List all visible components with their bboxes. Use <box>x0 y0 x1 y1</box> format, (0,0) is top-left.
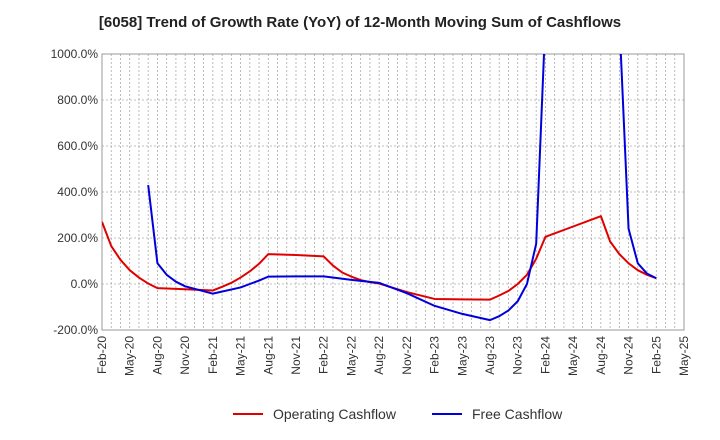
series-line-free-cashflow <box>147 54 657 322</box>
x-tick-label: Nov-24 <box>622 336 636 375</box>
y-tick-labels: -200.0% 0.0% 200.0% 400.0% 600.0% 800.0% 1000.… <box>51 47 99 337</box>
y-tick-label: 800.0% <box>57 93 98 107</box>
x-tick-label: May-20 <box>123 336 137 376</box>
x-tick-label: Aug-22 <box>372 336 386 375</box>
y-tick-label: 200.0% <box>57 231 98 245</box>
y-tick-label: 600.0% <box>57 139 98 153</box>
x-tick-label: May-21 <box>234 336 248 376</box>
x-tick-label: Feb-24 <box>538 336 552 374</box>
y-tick-label: -200.0% <box>53 323 98 337</box>
series-lines <box>102 54 657 322</box>
y-tick-label: 1000.0% <box>51 47 99 61</box>
y-tick-label: 400.0% <box>57 185 98 199</box>
x-tick-label: Nov-23 <box>511 336 525 375</box>
chart-title: [6058] Trend of Growth Rate (YoY) of 12-… <box>98 14 622 31</box>
x-tick-label: Aug-20 <box>150 336 164 375</box>
x-tick-label: Feb-23 <box>428 336 442 374</box>
x-tick-label: Feb-20 <box>95 336 109 374</box>
x-tick-label: Nov-22 <box>400 336 414 375</box>
x-tick-labels: Feb-20 May-20 Aug-20 Nov-20 Feb-21 May-21 Aug-… <box>95 336 691 376</box>
x-tick-label: Feb-25 <box>649 336 663 374</box>
x-tick-label: May-24 <box>566 336 580 376</box>
plot-frame <box>101 53 685 331</box>
x-tick-label: May-22 <box>344 336 358 376</box>
x-tick-label: Aug-24 <box>594 336 608 375</box>
legend-label: Free Cashflow <box>472 406 563 422</box>
legend: Operating Cashflow Free Cashflow <box>233 406 563 422</box>
x-tick-label: Feb-21 <box>206 336 220 374</box>
x-tick-label: Aug-23 <box>483 336 497 375</box>
axes <box>101 53 685 331</box>
x-tick-label: Feb-22 <box>317 336 331 374</box>
y-tick-label: 0.0% <box>71 277 99 291</box>
x-tick-label: May-23 <box>455 336 469 376</box>
x-tick-label: Aug-21 <box>261 336 275 375</box>
x-tick-label: Nov-21 <box>289 336 303 375</box>
legend-label: Operating Cashflow <box>273 406 397 422</box>
x-tick-label: Nov-20 <box>178 336 192 375</box>
x-tick-label: May-25 <box>677 336 691 376</box>
